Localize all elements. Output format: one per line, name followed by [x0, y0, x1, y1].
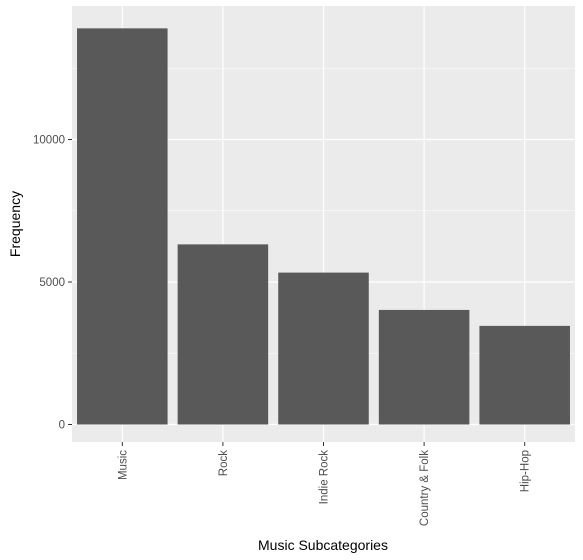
x-tick-label: Rock [218, 450, 230, 476]
x-tick-label: Music [117, 450, 129, 480]
y-tick-label: 5000 [39, 277, 65, 289]
bar-1 [77, 28, 168, 425]
x-axis: Music Rock Indie Rock Country & Folk Hip-Hop [117, 442, 532, 526]
bar-4 [378, 309, 470, 425]
x-tick-label: Indie Rock [319, 450, 331, 505]
y-tick-label: 10000 [33, 135, 65, 147]
y-tick-label: 0 [59, 420, 65, 432]
x-tick-label: Hip-Hop [520, 450, 532, 492]
x-axis-title: Music Subcategories [258, 537, 388, 553]
bar-5 [479, 325, 570, 425]
x-tick-label: Country & Folk [419, 450, 431, 526]
y-axis-title: Frequency [7, 191, 23, 257]
bars [77, 28, 570, 425]
bar-3 [278, 272, 369, 425]
bar-2 [177, 244, 269, 425]
y-axis: 0 5000 10000 [33, 135, 72, 432]
